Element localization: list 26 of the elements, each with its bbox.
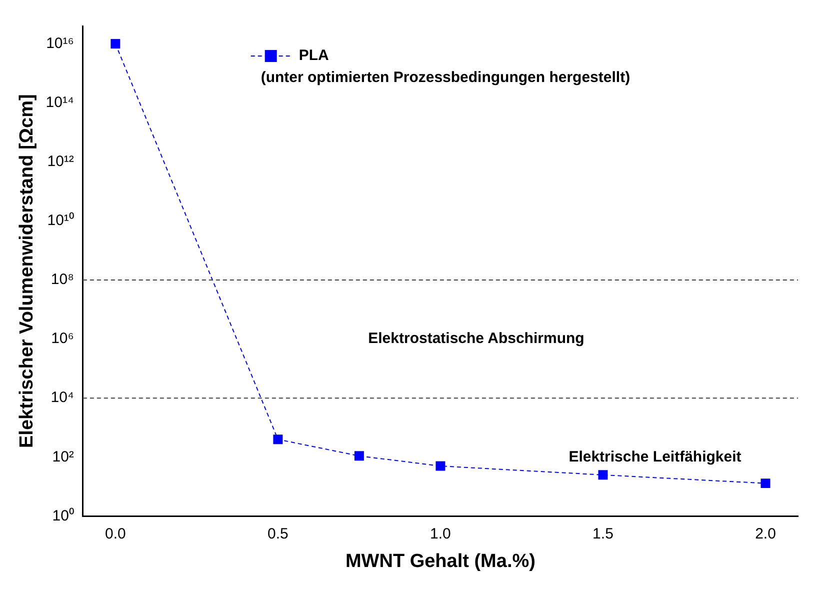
- y-tick-label: 10¹⁰: [47, 212, 74, 230]
- y-tick-label: 10²: [52, 448, 74, 466]
- annotation: (unter optimierten Prozessbedingungen hergestellt): [260, 69, 630, 86]
- y-tick-label: 10¹²: [47, 153, 74, 170]
- annotation: Elektrostatische Abschirmung: [368, 330, 584, 348]
- y-tick-label: 10⁸: [50, 271, 74, 288]
- point: [110, 39, 120, 49]
- x-tick-label: 1.0: [430, 525, 451, 542]
- annotation: Elektrische Leitfähigkeit: [568, 448, 742, 466]
- y-axis-title: Elektrischer Volumenwiderstand [Ωcm]: [16, 94, 38, 448]
- point: [354, 451, 364, 461]
- x-axis-title: MWNT Gehalt (Ma.%): [345, 550, 536, 572]
- point: [760, 478, 770, 488]
- x-tick-label: 0.0: [105, 525, 126, 542]
- y-tick-label: 10¹⁶: [46, 34, 74, 52]
- x-tick-label: 0.5: [268, 525, 288, 542]
- y-tick-label: 10⁶: [51, 330, 74, 348]
- y-tick-label: 10⁰: [52, 507, 74, 524]
- point: [273, 434, 283, 444]
- x-tick-label: 1.5: [592, 525, 614, 542]
- point: [598, 470, 608, 480]
- x-tick-label: 2.0: [755, 525, 776, 542]
- y-tick-label: 10⁴: [50, 389, 74, 406]
- legend-label: PLA: [298, 47, 330, 64]
- y-tick-label: 10¹⁴: [46, 94, 74, 111]
- point: [436, 461, 446, 471]
